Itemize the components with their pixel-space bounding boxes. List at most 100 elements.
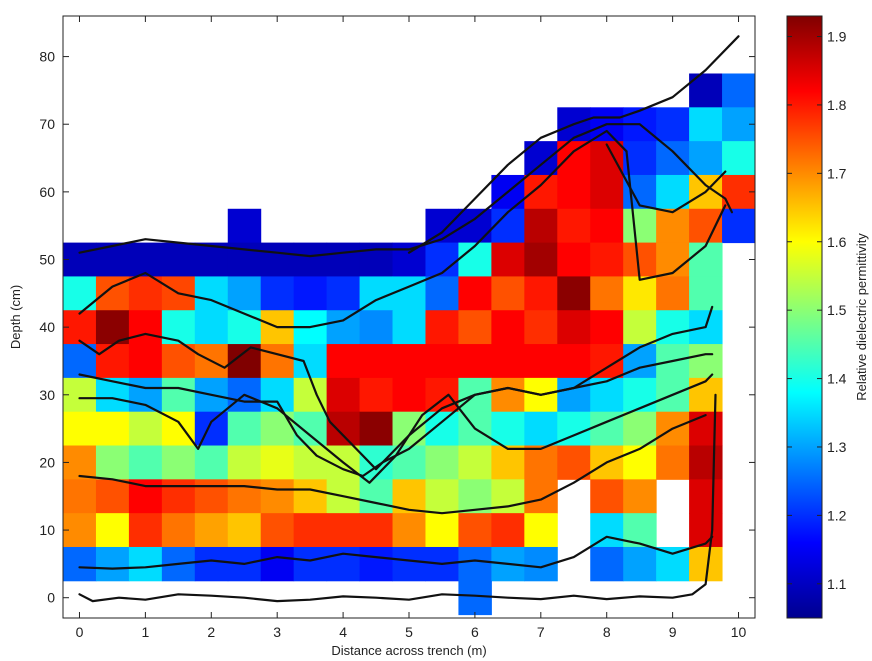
heatmap-cell	[458, 276, 492, 311]
heatmap-cell	[392, 377, 426, 413]
heatmap-cell	[260, 445, 295, 480]
heatmap-cell	[557, 208, 591, 244]
heatmap-cell	[392, 445, 426, 480]
x-tick-label: 3	[273, 624, 281, 640]
heatmap-cell	[656, 208, 690, 244]
colorbar-label: Relative dielectric permittivity	[854, 233, 869, 401]
heatmap-cell	[623, 546, 657, 582]
heatmap-cell	[326, 310, 361, 345]
heatmap-cell	[326, 546, 361, 582]
heatmap-cell	[227, 411, 262, 447]
heatmap-cell	[689, 107, 723, 142]
heatmap-cell	[95, 445, 130, 480]
interface-line-11	[407, 35, 740, 254]
heatmap-cell	[458, 445, 492, 480]
heatmap-cell	[590, 513, 624, 548]
heatmap-cell	[689, 208, 723, 244]
heatmap-cell	[458, 513, 492, 548]
x-tick-label: 7	[537, 624, 545, 640]
heatmap-cell	[425, 377, 459, 413]
heatmap-cell	[491, 310, 525, 345]
heatmap-cell	[557, 310, 591, 345]
heatmap-cell	[128, 513, 163, 548]
heatmap-cell	[524, 208, 558, 244]
heatmap-cell	[326, 513, 361, 548]
heatmap-cell	[491, 445, 525, 480]
heatmap-cell	[194, 513, 229, 548]
colorbar-tick-label: 1.9	[827, 29, 847, 45]
interface-line-2	[78, 535, 714, 570]
heatmap-cell	[260, 377, 295, 413]
colorbar-gradient	[786, 15, 823, 619]
heatmap-cell	[128, 344, 163, 379]
heatmap-cell	[128, 310, 163, 345]
heatmap-cell	[722, 141, 755, 176]
heatmap-cell	[260, 546, 295, 582]
heatmap-cell	[359, 276, 394, 311]
heatmap-cell	[623, 445, 657, 480]
heatmap-cell	[425, 445, 459, 480]
heatmap-cell	[458, 310, 492, 345]
heatmap-cell	[63, 479, 97, 514]
heatmap-cell	[689, 344, 723, 379]
heatmap-cell	[656, 546, 690, 582]
heatmap-cells	[63, 73, 755, 616]
heatmap-cell	[63, 546, 97, 582]
heatmap-cell	[524, 445, 558, 480]
heatmap-cell	[557, 344, 591, 379]
heatmap-cell	[590, 174, 624, 210]
colorbar-tick-label: 1.6	[827, 234, 847, 250]
heatmap-cell	[458, 242, 492, 277]
heatmap-cell	[95, 411, 130, 447]
heatmap-cell	[458, 546, 492, 582]
heatmap-cell	[260, 479, 295, 514]
colorbar: 1.1 1.2 1.3 1.4 1.5 1.6 1.7 1.8 1.9 Relative die…	[786, 15, 869, 619]
heatmap-cell	[689, 411, 723, 447]
heatmap-cell	[689, 276, 723, 311]
y-tick-label: 60	[39, 184, 55, 200]
y-tick-label: 50	[39, 252, 55, 268]
x-tick-label: 0	[76, 624, 84, 640]
y-axis-label: Depth (cm)	[8, 285, 23, 349]
heatmap-cell	[557, 276, 591, 311]
x-tick-label: 5	[405, 624, 413, 640]
heatmap-cell	[194, 546, 229, 582]
heatmap-cell	[491, 242, 525, 277]
interface-line-1	[78, 393, 717, 603]
heatmap-cell	[260, 513, 295, 548]
heatmap-cell	[293, 276, 328, 311]
heatmap-cell	[491, 344, 525, 379]
heatmap-cell	[623, 377, 657, 413]
heatmap-cell	[293, 411, 328, 447]
heatmap-cell	[458, 580, 492, 616]
heatmap-cell	[722, 73, 755, 108]
y-tick-label: 30	[39, 387, 55, 403]
heatmap-cell	[425, 344, 459, 379]
heatmap-cell	[359, 411, 394, 447]
colorbar-tick-label: 1.2	[827, 507, 847, 523]
heatmap-cell	[260, 242, 295, 277]
y-tick-label: 0	[47, 590, 55, 606]
heatmap-cell	[425, 513, 459, 548]
heatmap-cell	[128, 377, 163, 413]
heatmap-cell	[590, 208, 624, 244]
heatmap-cell	[359, 242, 394, 277]
x-axis-label: Distance across trench (m)	[331, 643, 486, 658]
heatmap-cell	[656, 141, 690, 176]
heatmap-cell	[458, 344, 492, 379]
heatmap-cell	[392, 242, 426, 277]
heatmap-cell	[95, 546, 130, 582]
heatmap-cell	[161, 242, 196, 277]
heatmap-cell	[491, 411, 525, 447]
heatmap-cell	[689, 141, 723, 176]
heatmap-cell	[227, 276, 262, 311]
colorbar-tick-label: 1.8	[827, 97, 847, 113]
heatmap-cell	[194, 310, 229, 345]
heatmap-cell	[689, 445, 723, 480]
y-tick-label: 10	[39, 522, 55, 538]
colorbar-tick-label: 1.4	[827, 371, 847, 387]
heatmap-cell	[194, 445, 229, 480]
colorbar-tick-label: 1.7	[827, 165, 847, 181]
heatmap-cell	[95, 344, 130, 379]
colorbar-tick-label: 1.3	[827, 439, 847, 455]
